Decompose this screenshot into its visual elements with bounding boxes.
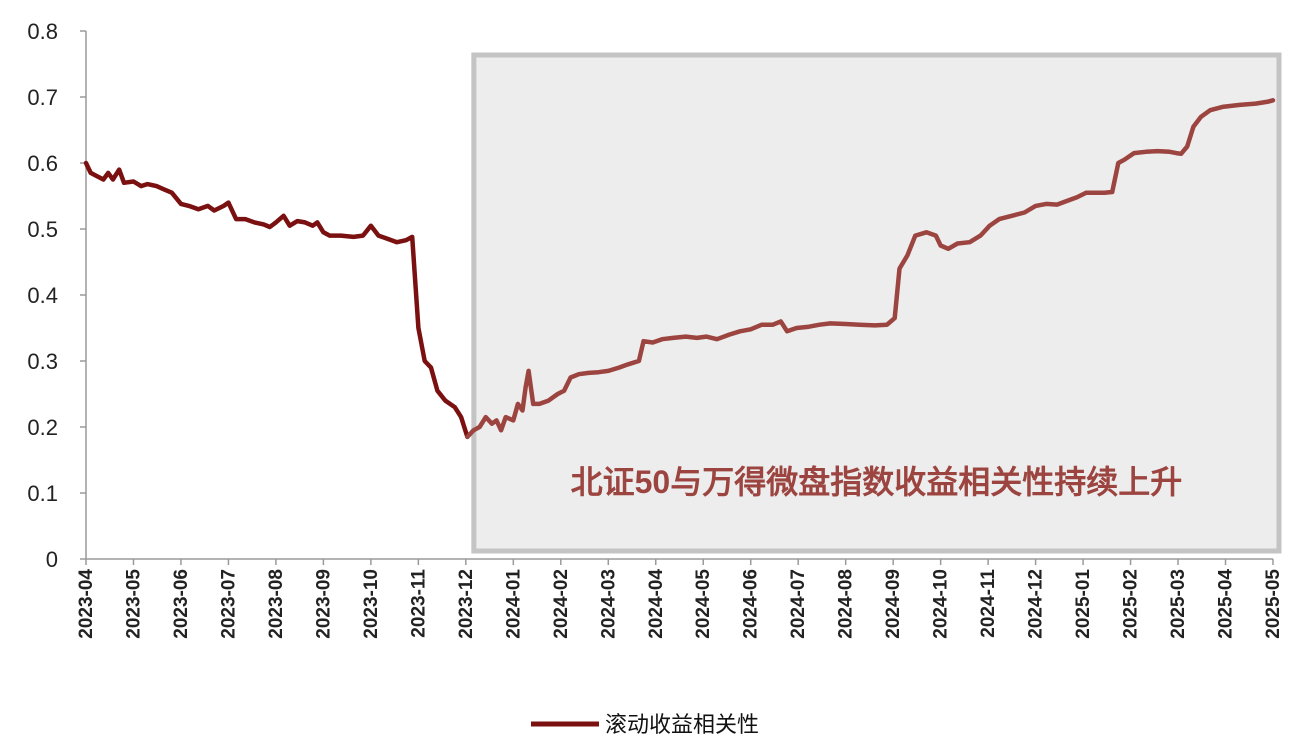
x-tick-label: 2024-11 [978,569,999,638]
x-tick-label: 2024-01 [503,569,524,639]
x-tick-label: 2023-04 [76,569,97,639]
x-tick-label: 2025-04 [1216,569,1237,639]
x-tick-label: 2023-11 [408,569,429,638]
x-tick-label: 2023-08 [266,569,287,639]
y-tick-label: 0.4 [27,283,58,308]
y-tick-label: 0.2 [27,415,58,440]
y-tick-label: 0.7 [27,85,58,110]
x-tick-label: 2024-08 [836,569,857,639]
x-tick-label: 2024-02 [551,569,572,639]
x-tick-label: 2025-01 [1073,569,1094,639]
y-tick-label: 0.8 [27,19,58,44]
x-tick-label: 2025-02 [1121,569,1142,639]
y-tick-label: 0.6 [27,151,58,176]
x-tick-label: 2024-09 [883,569,904,639]
annotation-text: 北证50与万得微盘指数收益相关性持续上升 [571,464,1183,500]
x-tick-label: 2024-10 [931,569,952,639]
y-tick-label: 0.5 [27,217,58,242]
y-tick-label: 0.3 [27,349,58,374]
x-tick-label: 2024-05 [693,569,714,639]
x-tick-label: 2024-07 [788,569,809,639]
x-tick-label: 2023-06 [171,569,192,639]
x-tick-label: 2024-12 [1026,569,1047,639]
x-tick-label: 2023-09 [313,569,334,639]
series-lines [83,98,1276,440]
highlight-region [471,52,1282,554]
series-line-highlight [465,98,1276,440]
legend: 滚动收益相关性 [531,712,759,737]
x-tick-label: 2024-06 [741,569,762,639]
x-tick-label: 2023-12 [456,569,477,639]
x-tick-label: 2023-10 [361,569,382,639]
x-tick-label: 2023-07 [218,569,239,639]
x-tick-label: 2024-04 [646,569,667,639]
y-tick-label: 0 [46,547,58,572]
x-tick-label: 2024-03 [598,569,619,639]
y-tick-label: 0.1 [27,481,58,506]
legend-label: 滚动收益相关性 [605,712,759,737]
x-tick-label: 2025-05 [1263,569,1284,639]
x-tick-label: 2023-05 [123,569,144,639]
series-line-before [83,160,470,440]
x-tick-label: 2025-03 [1168,569,1189,639]
axes: 0 0.1 0.2 0.3 0.4 0.5 0.6 0.7 0.8 2023-04 2023-05 2… [27,19,1284,639]
